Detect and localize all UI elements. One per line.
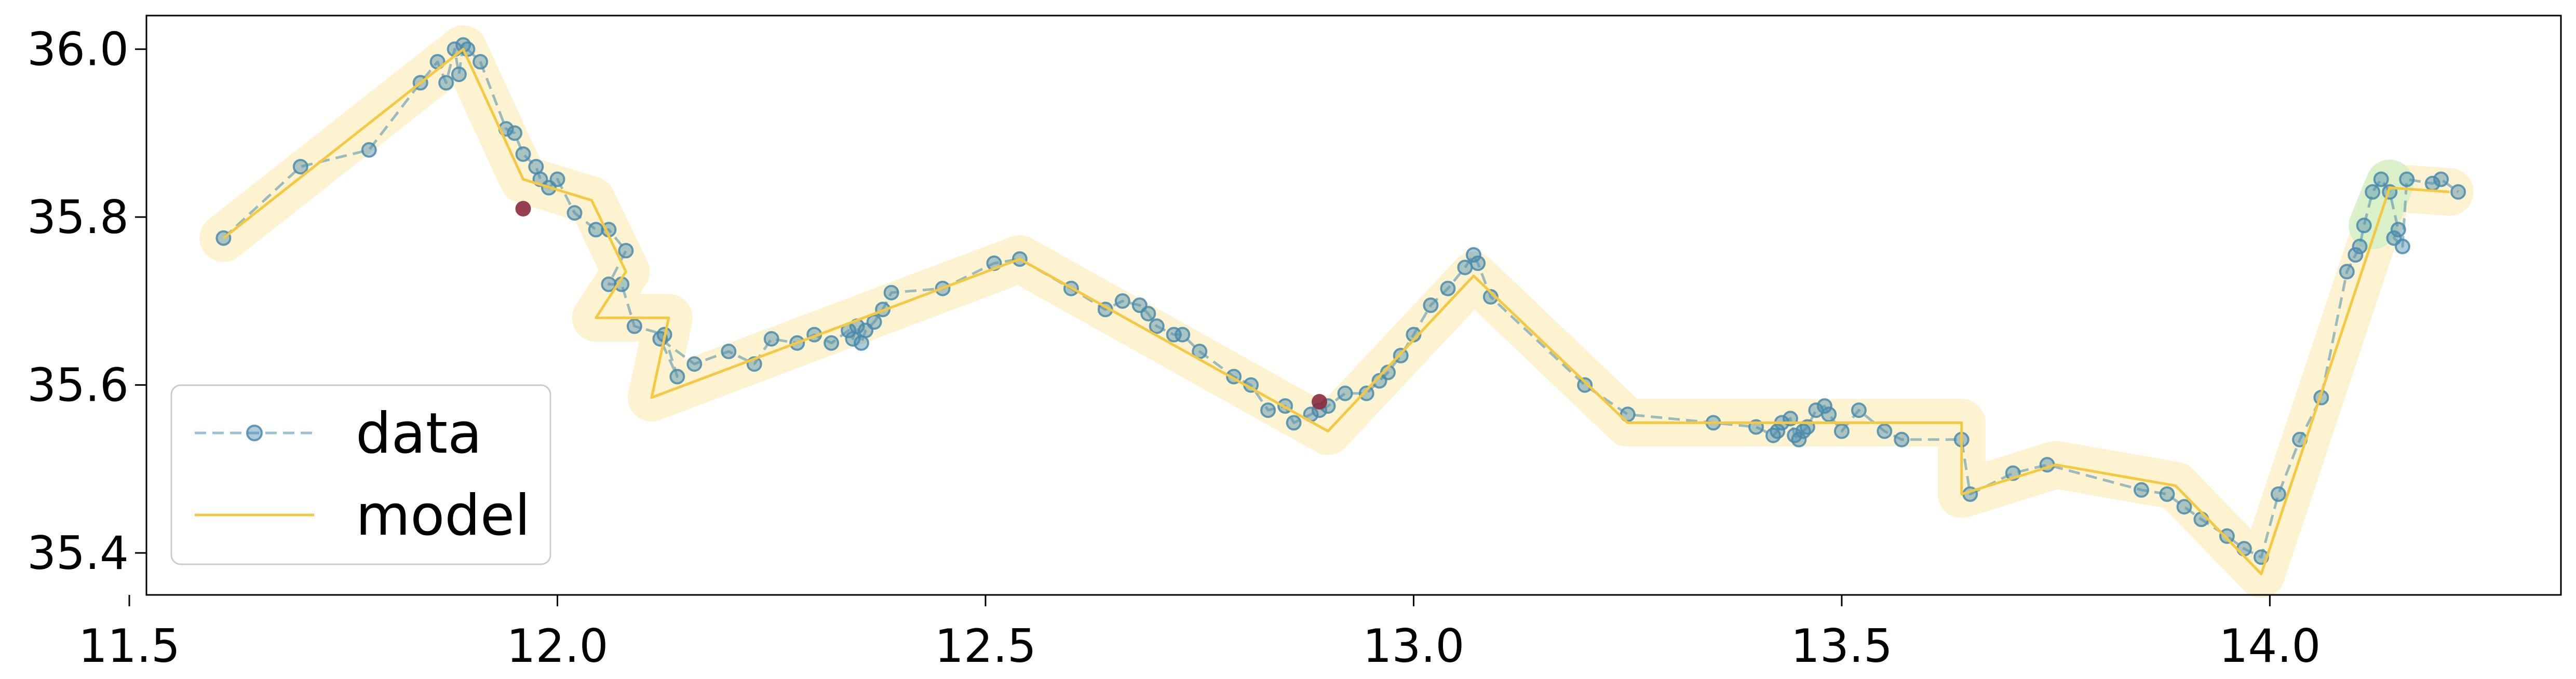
y-tick-label: 35.6 xyxy=(27,359,129,412)
axes: 11.5 12.0 12.5 13.0 13.5 14.0 35.4 35.6 35.8 36.0 xyxy=(27,23,2321,673)
data-point xyxy=(2450,184,2466,200)
data-point xyxy=(618,242,634,259)
data-point xyxy=(824,335,840,351)
data-point xyxy=(1821,406,1837,423)
x-tick-label: 12.5 xyxy=(935,619,1036,673)
data-point xyxy=(361,142,377,158)
data-point xyxy=(1358,385,1374,401)
data-point xyxy=(528,159,544,175)
data-point xyxy=(1465,247,1481,263)
data-point xyxy=(2339,264,2355,280)
data-point xyxy=(2399,171,2415,187)
data-point xyxy=(1470,255,1486,271)
data-point xyxy=(1791,431,1807,447)
data-point xyxy=(451,66,467,83)
data-point xyxy=(1816,398,1832,414)
data-point xyxy=(438,75,454,91)
data-point xyxy=(1149,318,1165,334)
data-point xyxy=(2433,171,2449,187)
data-point xyxy=(2365,184,2381,200)
data-point xyxy=(1894,431,1910,447)
x-tick-label: 13.5 xyxy=(1791,619,1893,673)
data-point xyxy=(1175,327,1191,343)
data-point xyxy=(1770,423,1786,439)
data-point xyxy=(2394,238,2410,254)
data-point xyxy=(721,344,737,359)
data-point xyxy=(2373,171,2389,187)
data-point xyxy=(2219,528,2235,544)
y-tick-label: 35.8 xyxy=(27,191,129,244)
data-point xyxy=(1457,260,1473,276)
data-point xyxy=(853,335,869,351)
y-tick-label: 36.0 xyxy=(27,23,129,76)
data-point xyxy=(1423,297,1439,313)
data-point xyxy=(1851,402,1867,418)
data-point xyxy=(626,318,642,334)
data-point xyxy=(292,159,308,175)
data-point xyxy=(1877,423,1893,439)
data-point xyxy=(2236,541,2252,556)
data-point xyxy=(866,314,882,330)
axes-frame xyxy=(145,15,2562,596)
data-point xyxy=(763,331,779,347)
outlier-point xyxy=(515,201,531,216)
legend-data-marker xyxy=(246,425,263,441)
data-point xyxy=(507,125,522,141)
data-point xyxy=(1286,415,1302,431)
data-point xyxy=(515,146,531,162)
x-tick-label: 14.0 xyxy=(2219,619,2321,673)
plot-area xyxy=(199,25,2474,598)
legend-box xyxy=(170,384,551,565)
data-point xyxy=(2390,222,2406,238)
data-point xyxy=(2176,499,2192,515)
x-tick-label: 13.0 xyxy=(1363,619,1464,673)
data-point xyxy=(2193,511,2209,527)
data-point xyxy=(1833,423,1850,439)
data-point xyxy=(686,356,703,372)
data-point xyxy=(1440,280,1456,296)
data-point xyxy=(1114,293,1130,309)
legend-data-label: data xyxy=(356,401,482,466)
data-point xyxy=(588,222,604,238)
x-tick-label: 11.5 xyxy=(78,619,180,673)
data-point xyxy=(1337,385,1353,401)
data-point xyxy=(1577,377,1593,393)
model-series-line xyxy=(222,48,2450,576)
data-point xyxy=(1140,306,1156,322)
data-point xyxy=(2352,238,2368,254)
x-tick-label: 12.0 xyxy=(507,619,609,673)
data-point xyxy=(1260,402,1276,418)
data-point xyxy=(549,171,565,187)
data-point xyxy=(567,205,583,221)
y-tick-label: 35.4 xyxy=(27,526,129,580)
data-point xyxy=(2356,218,2372,234)
data-point xyxy=(2270,486,2286,502)
data-point xyxy=(2348,247,2364,263)
legend-model-label: model xyxy=(356,483,530,548)
data-point xyxy=(669,369,685,385)
data-point xyxy=(2134,482,2149,498)
model-band-green xyxy=(2349,159,2414,250)
data-point xyxy=(473,54,489,70)
data-point xyxy=(883,284,899,301)
outlier-point xyxy=(1312,394,1327,410)
legend: data model xyxy=(170,384,551,565)
data-point xyxy=(2159,486,2175,502)
